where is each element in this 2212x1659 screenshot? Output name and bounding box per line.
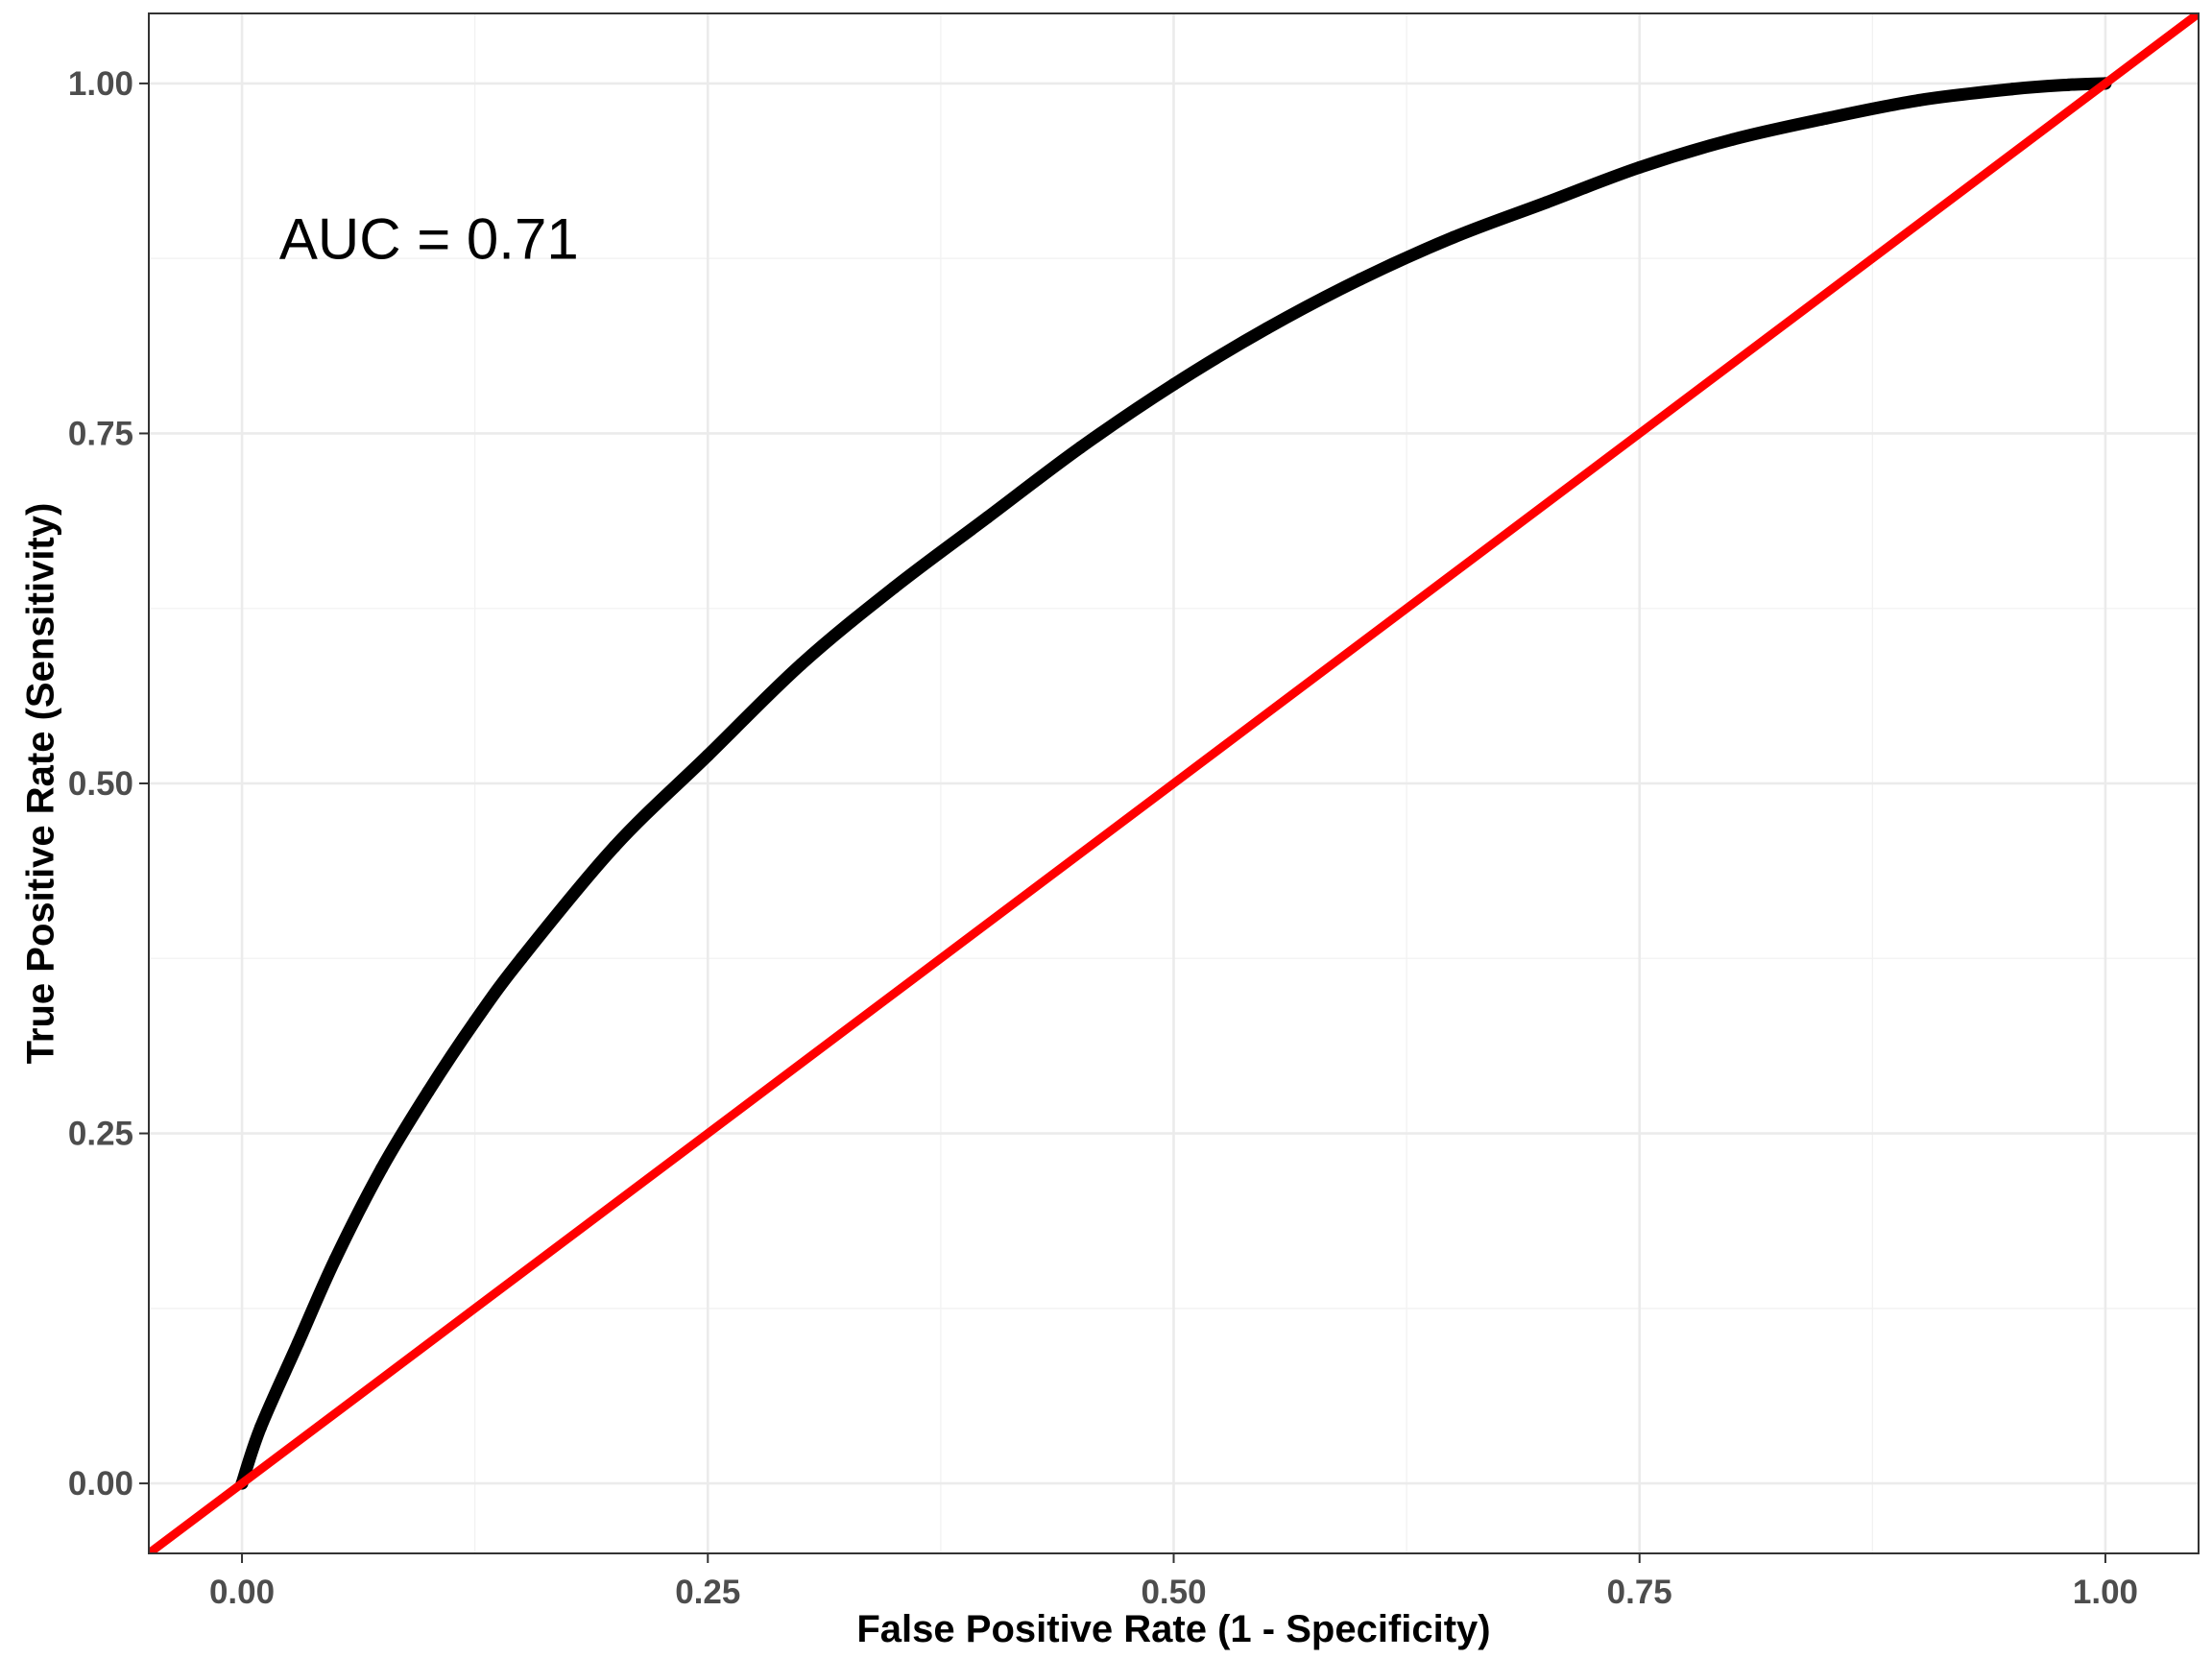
series-layer xyxy=(149,13,2199,1553)
roc-curve-line xyxy=(235,77,2112,1490)
auc-annotation: AUC = 0.71 xyxy=(279,206,579,271)
roc-curve-point xyxy=(1633,160,1647,174)
roc-curve-point xyxy=(1819,111,1833,125)
roc-curve-point xyxy=(980,511,994,524)
roc-curve-point xyxy=(1354,273,1367,286)
roc-curve-point xyxy=(1167,377,1180,391)
x-axis-title: False Positive Rate (1 - Specificity) xyxy=(856,1608,1490,1650)
roc-curve-point xyxy=(2061,78,2075,91)
y-axis-ticks: 0.00 0.25 0.50 0.75 1.00 xyxy=(68,65,149,1503)
x-tick-label: 0.50 xyxy=(1141,1574,1206,1611)
x-tick-label: 0.75 xyxy=(1607,1574,1672,1611)
roc-curve-point xyxy=(887,581,901,594)
x-tick-label: 1.00 xyxy=(2073,1574,2138,1611)
roc-curve-point xyxy=(608,840,621,854)
roc-curve-point xyxy=(515,951,528,965)
roc-curve-point xyxy=(328,1253,342,1266)
roc-curve-point xyxy=(375,1162,389,1175)
y-tick-label: 0.00 xyxy=(68,1465,133,1503)
x-tick-label: 0.00 xyxy=(209,1574,275,1611)
roc-curve-point xyxy=(1073,441,1087,454)
y-tick-label: 0.75 xyxy=(68,415,133,452)
x-axis-ticks: 0.00 0.25 0.50 0.75 1.00 xyxy=(209,1553,2138,1611)
reference-diagonal-line xyxy=(149,13,2199,1553)
roc-curve-point xyxy=(291,1336,304,1350)
x-tick-label: 0.25 xyxy=(675,1574,740,1611)
roc-curve-point xyxy=(253,1421,267,1434)
roc-curve-point xyxy=(1726,132,1740,146)
roc-curve-point xyxy=(701,749,714,762)
y-tick-label: 0.25 xyxy=(68,1116,133,1153)
roc-curve-point xyxy=(469,1015,482,1028)
roc-curve-point xyxy=(1912,93,1926,107)
roc-curve-point xyxy=(794,658,807,671)
roc-curve-point xyxy=(1447,230,1460,244)
y-tick-label: 1.00 xyxy=(68,65,133,103)
y-axis-title: True Positive Rate (Sensitivity) xyxy=(20,503,62,1065)
roc-curve-point xyxy=(1261,322,1274,335)
roc-curve-point xyxy=(1540,196,1553,209)
roc-curve-point xyxy=(421,1085,435,1098)
y-tick-label: 0.50 xyxy=(68,765,133,803)
roc-curve-point xyxy=(2006,83,2019,96)
